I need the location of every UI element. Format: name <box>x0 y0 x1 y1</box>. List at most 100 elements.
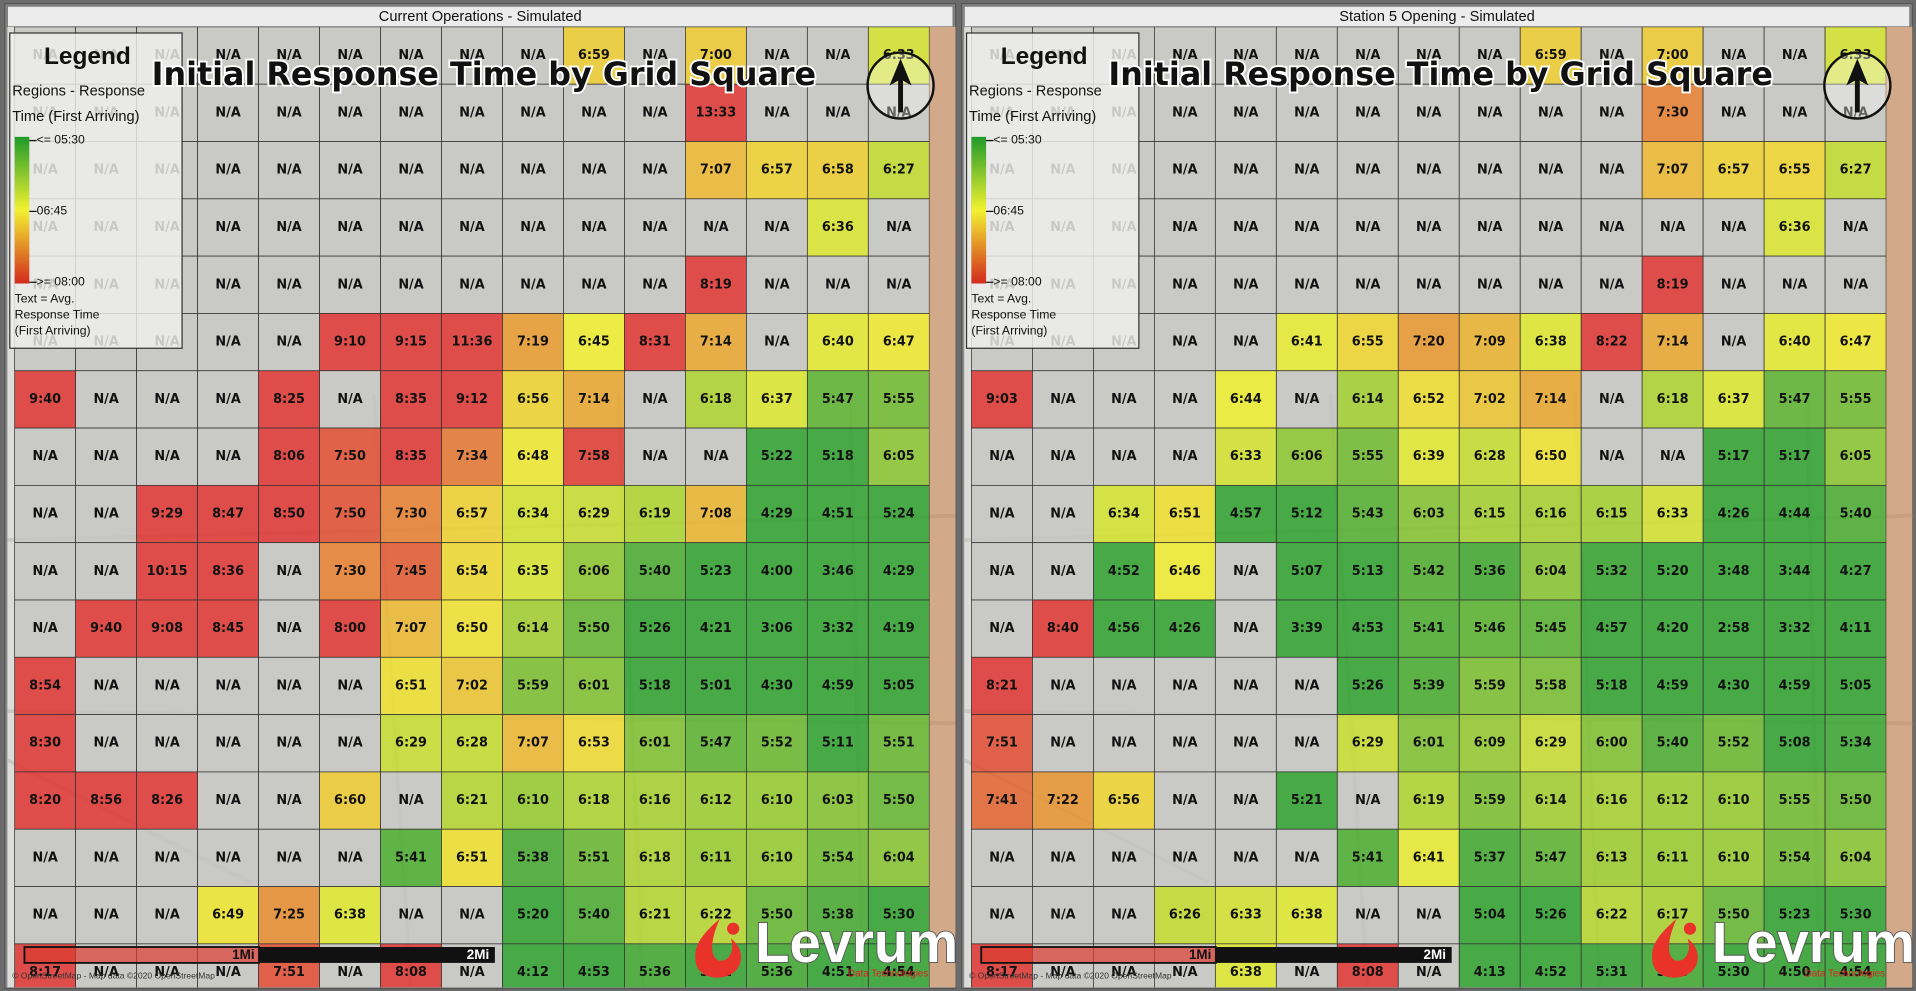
cell-label: 4:51 <box>822 965 854 980</box>
grid-cell <box>624 141 686 200</box>
cell-label: 8:56 <box>90 793 122 808</box>
grid-cell <box>1458 83 1521 142</box>
grid-cell <box>75 714 137 773</box>
cell-label: N/A <box>581 163 606 178</box>
cell-label: N/A <box>1111 908 1136 923</box>
grid-cell <box>441 599 503 658</box>
grid-cell <box>1824 943 1887 988</box>
cell-label: 4:56 <box>1108 621 1140 636</box>
cell-label: N/A <box>642 163 667 178</box>
grid-cell <box>1519 198 1582 257</box>
grid-cell <box>1275 542 1338 601</box>
cell-label: 8:20 <box>29 793 61 808</box>
cell-label: N/A <box>1050 564 1075 579</box>
cell-label: 6:13 <box>1596 850 1628 865</box>
cell-label: 5:58 <box>1535 678 1567 693</box>
cell-label: N/A <box>1477 48 1502 63</box>
cell-label: 6:26 <box>1169 908 1201 923</box>
cell-label: 5:55 <box>1352 449 1384 464</box>
cell-label: 4:29 <box>883 564 915 579</box>
grid-cell <box>1580 656 1643 715</box>
grid-cell <box>1336 714 1399 773</box>
grid-cell <box>1824 141 1887 200</box>
cell-label: N/A <box>1294 392 1319 407</box>
grid-cell <box>380 198 442 257</box>
grid-cell <box>745 26 808 85</box>
grid-cell <box>1275 656 1338 715</box>
cell-label: N/A <box>764 48 789 63</box>
cell-label: 4:57 <box>1596 621 1628 636</box>
legend-stop: 06:45 <box>993 204 1024 218</box>
cell-label: 5:54 <box>1779 850 1811 865</box>
cell-label: 6:05 <box>1840 449 1872 464</box>
north-arrow <box>889 58 912 113</box>
cell-label: N/A <box>581 105 606 120</box>
cell-label: 6:03 <box>1413 507 1445 522</box>
cell-label: 7:14 <box>1657 335 1689 350</box>
grid-cell <box>136 656 198 715</box>
cell-label: 9:40 <box>90 621 122 636</box>
grid-cell <box>1153 542 1216 601</box>
grid-cell <box>1336 542 1399 601</box>
cell-label: 6:22 <box>700 908 732 923</box>
cell-label: 3:48 <box>1718 564 1750 579</box>
cell-label: N/A <box>1355 48 1380 63</box>
cell-label: N/A <box>1599 392 1624 407</box>
grid-cell <box>1458 198 1521 257</box>
legend-note: (First Arriving) <box>971 323 1047 337</box>
cell-label: N/A <box>459 277 484 292</box>
cell-label: 6:51 <box>395 678 427 693</box>
grid-cell <box>1763 484 1826 544</box>
cell-label: 6:37 <box>1718 392 1750 407</box>
grid-cell <box>806 255 869 314</box>
grid-cell <box>1336 370 1399 429</box>
grid-cell <box>1824 198 1887 257</box>
grid-cell <box>745 141 808 200</box>
cell-label: N/A <box>1294 105 1319 120</box>
grid-cell <box>1580 599 1643 658</box>
cell-label: 6:57 <box>761 163 793 178</box>
cell-label: N/A <box>1416 105 1441 120</box>
cell-label: N/A <box>1172 736 1197 751</box>
cell-label: N/A <box>337 48 362 63</box>
cell-label: 6:21 <box>456 793 488 808</box>
cell-label: 6:16 <box>1535 507 1567 522</box>
grid-cell <box>197 828 259 887</box>
cell-label: N/A <box>1599 449 1624 464</box>
grid-cell <box>971 599 1033 658</box>
cell-label: N/A <box>1721 105 1746 120</box>
grid-cell <box>1093 427 1155 486</box>
cell-label: 5:36 <box>1474 564 1506 579</box>
cell-label: N/A <box>520 105 545 120</box>
cell-label: N/A <box>1111 449 1136 464</box>
grid-cell <box>563 943 625 988</box>
grid-cell <box>1275 313 1338 372</box>
grid-cell <box>1153 771 1216 830</box>
cell-label: 6:19 <box>1413 793 1445 808</box>
cell-label: 8:54 <box>29 678 61 693</box>
cell-label: N/A <box>1294 220 1319 235</box>
grid-cell <box>1641 542 1704 601</box>
cell-label: 3:46 <box>822 564 854 579</box>
cell-label: 6:38 <box>1291 908 1323 923</box>
cell-label: 6:21 <box>639 908 671 923</box>
grid-cell <box>624 828 686 887</box>
cell-label: N/A <box>1111 736 1136 751</box>
grid-cell <box>380 313 442 372</box>
grid-cell <box>319 313 381 372</box>
cell-label: N/A <box>1599 220 1624 235</box>
legend-title: Legend <box>1001 43 1088 70</box>
cell-label: N/A <box>337 220 362 235</box>
grid-cell <box>441 484 503 544</box>
cell-label: N/A <box>154 449 179 464</box>
grid-cell <box>1397 83 1460 142</box>
cell-label: 6:11 <box>700 850 732 865</box>
cell-label: 6:28 <box>456 736 488 751</box>
grid-cell <box>1519 714 1582 773</box>
cell-label: 6:33 <box>1840 48 1872 63</box>
cell-label: N/A <box>398 277 423 292</box>
cell-label: N/A <box>825 48 850 63</box>
cell-label: 6:14 <box>1535 793 1567 808</box>
legend-stop: 06:45 <box>37 204 68 218</box>
grid-cell <box>136 599 198 658</box>
